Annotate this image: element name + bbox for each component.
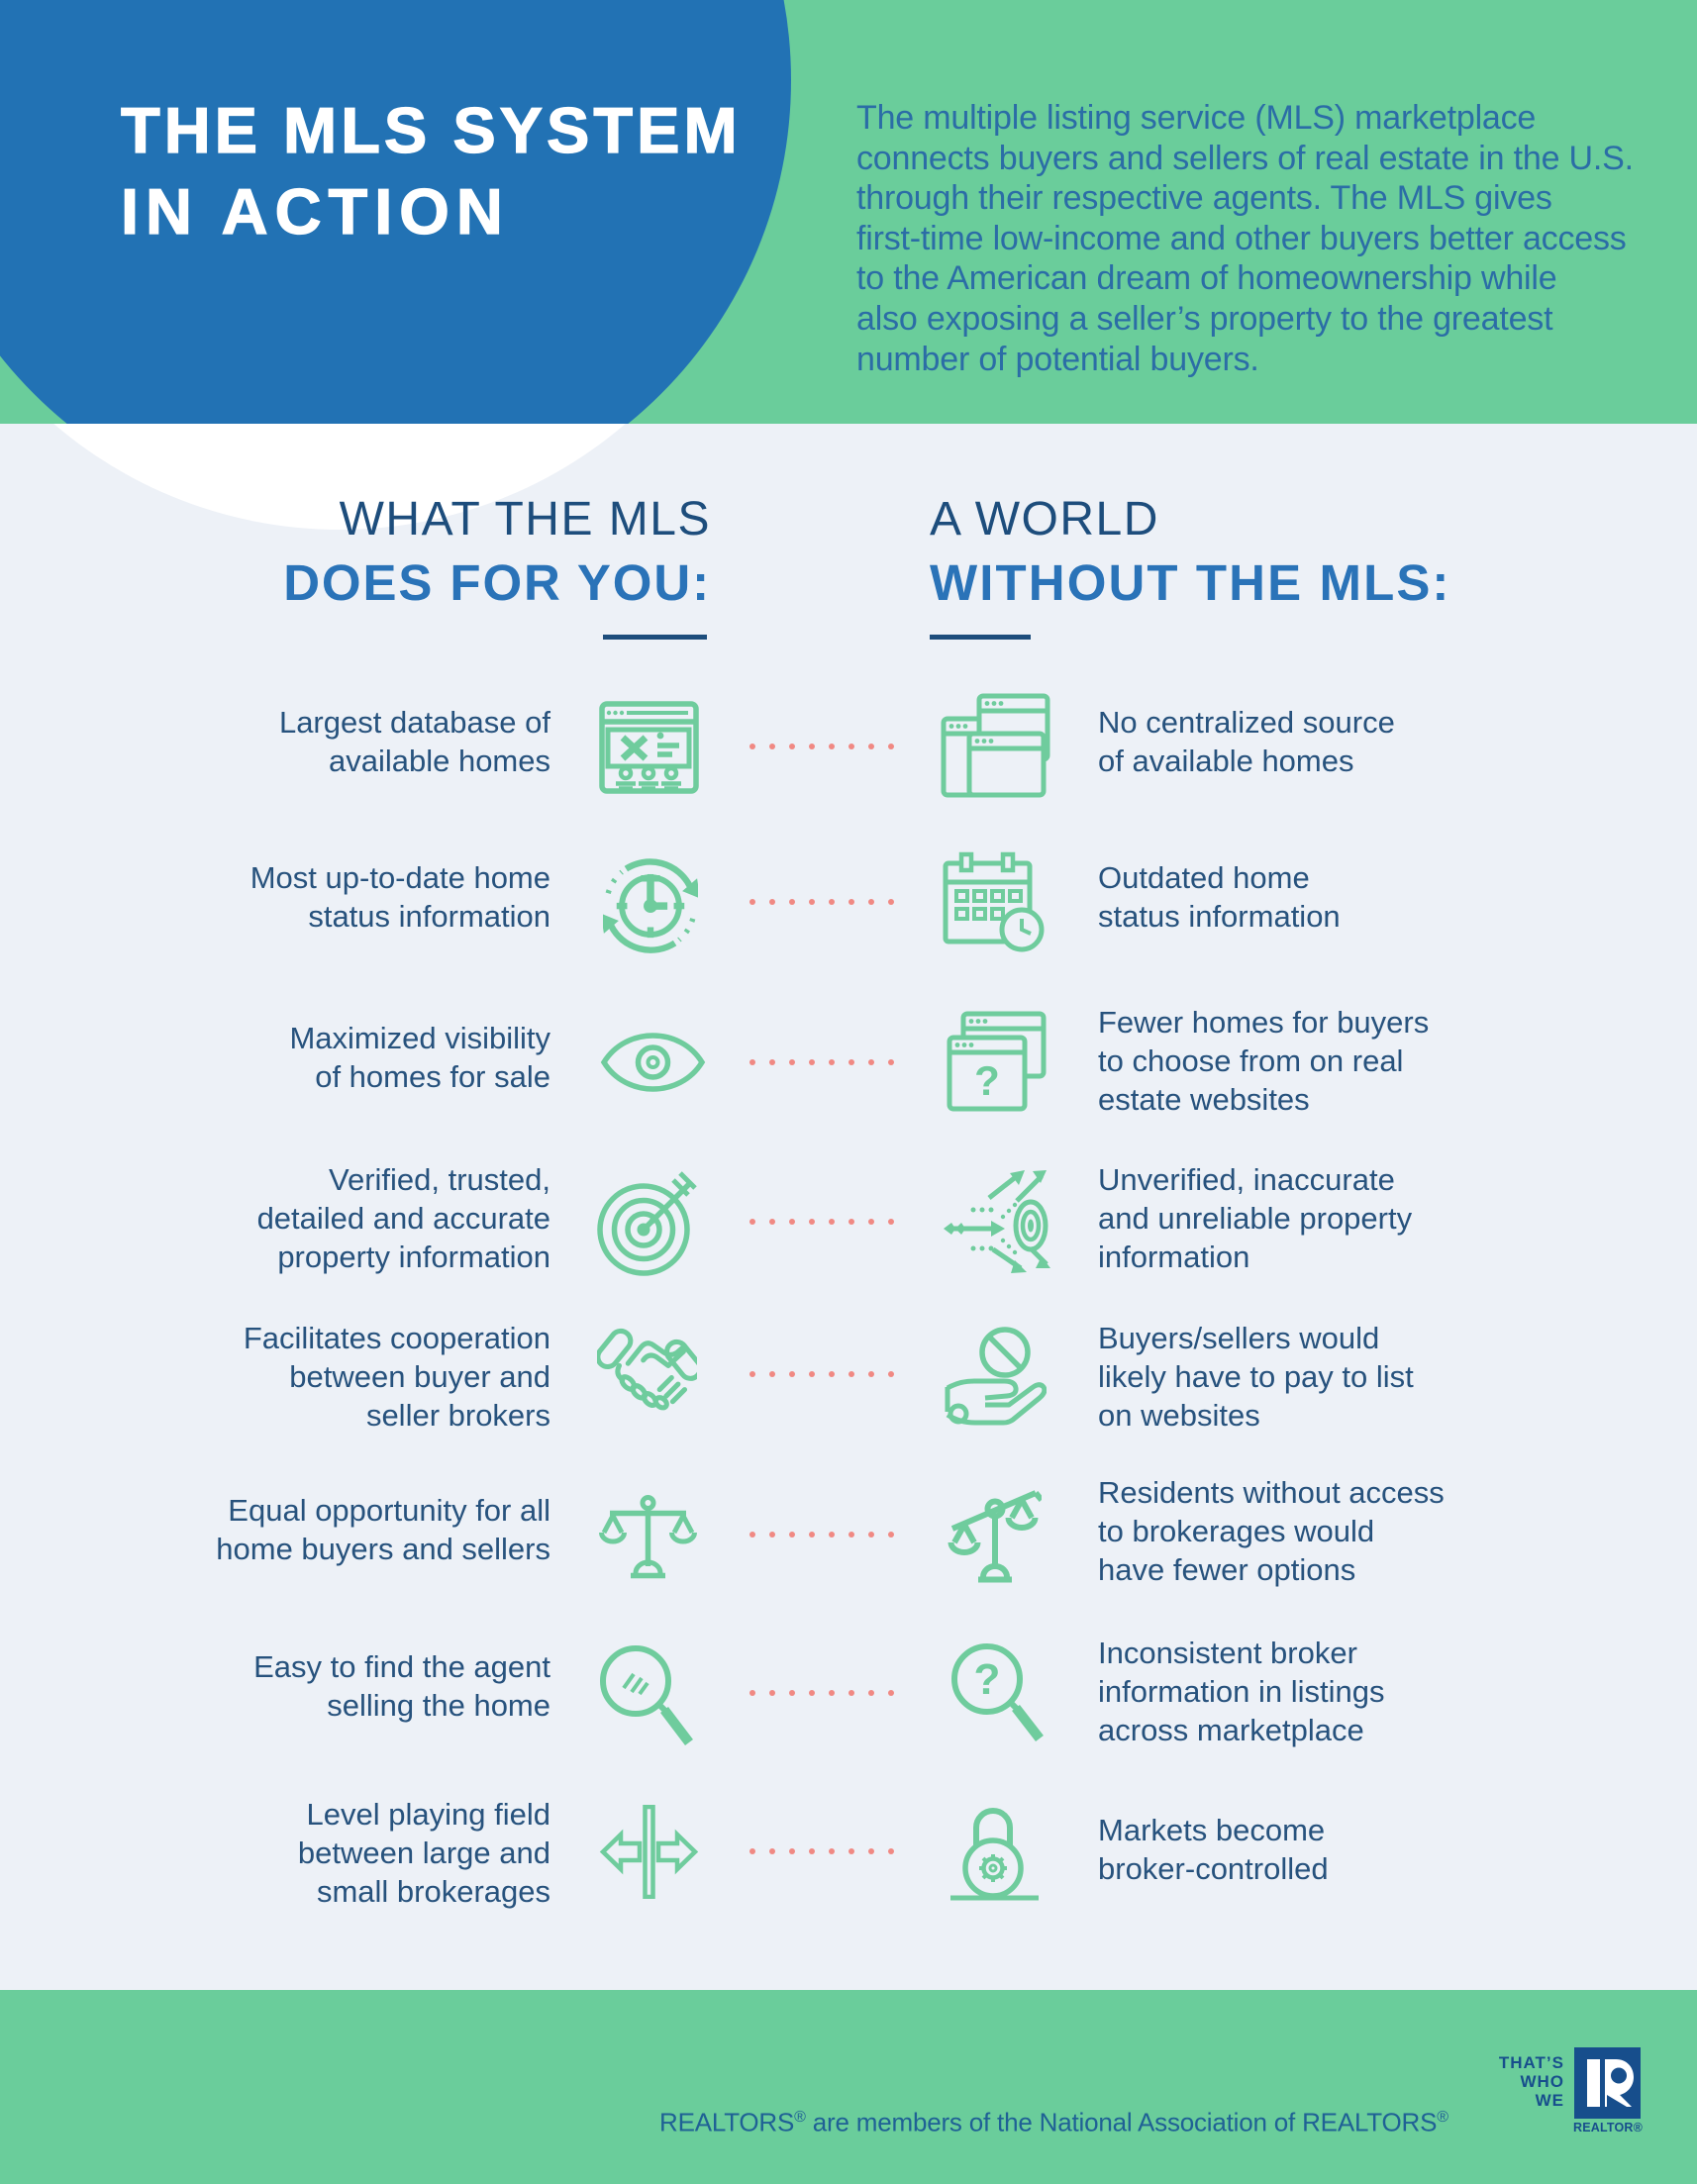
svg-text:?: ? [974,1655,1001,1704]
svg-text:?: ? [974,1057,1000,1104]
